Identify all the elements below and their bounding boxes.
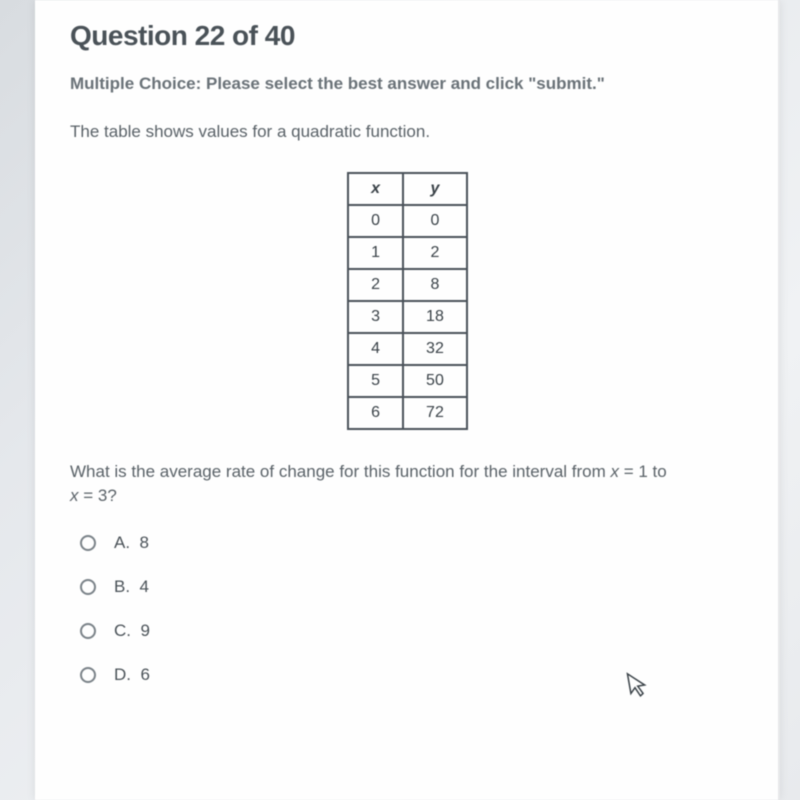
table-row: 6 72 xyxy=(348,397,467,429)
instruction-text: Multiple Choice: Please select the best … xyxy=(70,74,745,94)
table-row: 2 8 xyxy=(348,269,467,301)
cell-y: 32 xyxy=(403,333,467,365)
table-row: 0 0 xyxy=(348,205,467,237)
table-row: 1 2 xyxy=(348,237,467,269)
cell-y: 0 xyxy=(403,205,467,237)
cell-y: 50 xyxy=(403,365,467,397)
table-row: 4 32 xyxy=(348,333,467,365)
option-letter: C. xyxy=(114,621,131,641)
cell-y: 18 xyxy=(403,301,467,333)
option-value: 4 xyxy=(140,577,149,597)
option-value: 9 xyxy=(140,621,149,641)
quiz-page: Question 22 of 40 Multiple Choice: Pleas… xyxy=(35,0,780,800)
option-letter: B. xyxy=(114,577,130,597)
option-b[interactable]: B. 4 xyxy=(80,577,745,597)
question-prompt: What is the average rate of change for t… xyxy=(70,460,745,508)
cell-x: 1 xyxy=(348,237,403,269)
xy-table: x y 0 0 1 2 2 8 3 18 xyxy=(347,172,468,430)
question-number-header: Question 22 of 40 xyxy=(70,20,745,52)
question-stem: The table shows values for a quadratic f… xyxy=(70,122,745,142)
radio-icon[interactable] xyxy=(80,579,96,595)
table-header-row: x y xyxy=(348,173,467,205)
cell-x: 5 xyxy=(348,365,403,397)
radio-icon[interactable] xyxy=(80,623,96,639)
eq2: = 3? xyxy=(79,486,117,505)
cell-x: 4 xyxy=(348,333,403,365)
cell-x: 6 xyxy=(348,397,403,429)
radio-icon[interactable] xyxy=(80,667,96,683)
data-table-container: x y 0 0 1 2 2 8 3 18 xyxy=(70,172,745,430)
cell-x: 0 xyxy=(348,205,403,237)
header-y: y xyxy=(403,173,467,205)
cell-y: 72 xyxy=(403,397,467,429)
option-letter: D. xyxy=(114,665,131,685)
option-a[interactable]: A. 8 xyxy=(80,533,745,553)
cell-x: 2 xyxy=(348,269,403,301)
var-x1: x xyxy=(611,462,620,481)
var-x2: x xyxy=(70,486,79,505)
option-value: 8 xyxy=(140,533,149,553)
eq1: = 1 to xyxy=(619,462,667,481)
table-row: 3 18 xyxy=(348,301,467,333)
option-c[interactable]: C. 9 xyxy=(80,621,745,641)
radio-icon[interactable] xyxy=(80,535,96,551)
cell-x: 3 xyxy=(348,301,403,333)
cell-y: 2 xyxy=(403,237,467,269)
table-row: 5 50 xyxy=(348,365,467,397)
answer-options: A. 8 B. 4 C. 9 D. 6 xyxy=(80,533,745,685)
option-letter: A. xyxy=(114,533,130,553)
question-prefix: What is the average rate of change for t… xyxy=(70,462,611,481)
cell-y: 8 xyxy=(403,269,467,301)
header-x: x xyxy=(348,173,403,205)
option-value: 6 xyxy=(140,665,149,685)
